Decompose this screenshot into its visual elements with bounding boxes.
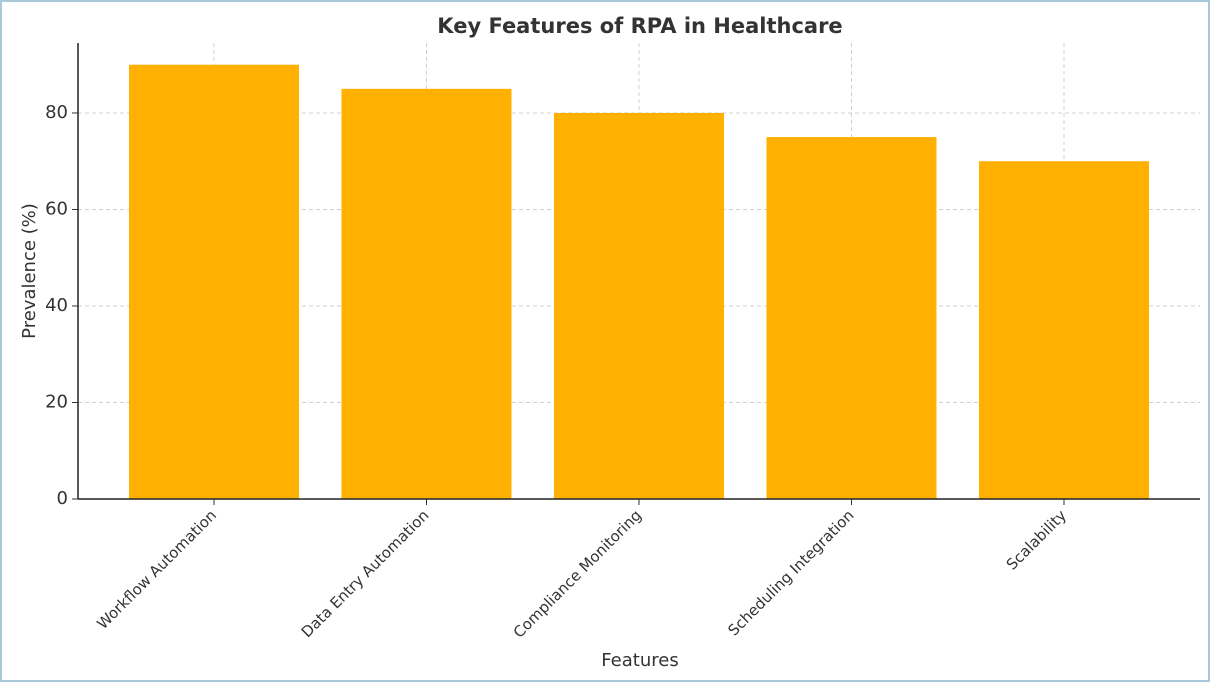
bar bbox=[129, 64, 299, 499]
y-tick-label: 0 bbox=[57, 488, 68, 509]
bar bbox=[554, 112, 724, 499]
bar bbox=[341, 88, 512, 499]
bar bbox=[766, 137, 937, 499]
chart-title: Key Features of RPA in Healthcare bbox=[437, 14, 842, 38]
y-tick-label: 80 bbox=[45, 102, 68, 123]
y-axis-label: Prevalence (%) bbox=[19, 203, 40, 339]
bar bbox=[979, 161, 1149, 499]
y-tick-label: 40 bbox=[45, 295, 68, 316]
y-tick-label: 60 bbox=[45, 198, 68, 219]
y-tick-label: 20 bbox=[45, 391, 68, 412]
x-axis-label: Features bbox=[601, 650, 678, 671]
